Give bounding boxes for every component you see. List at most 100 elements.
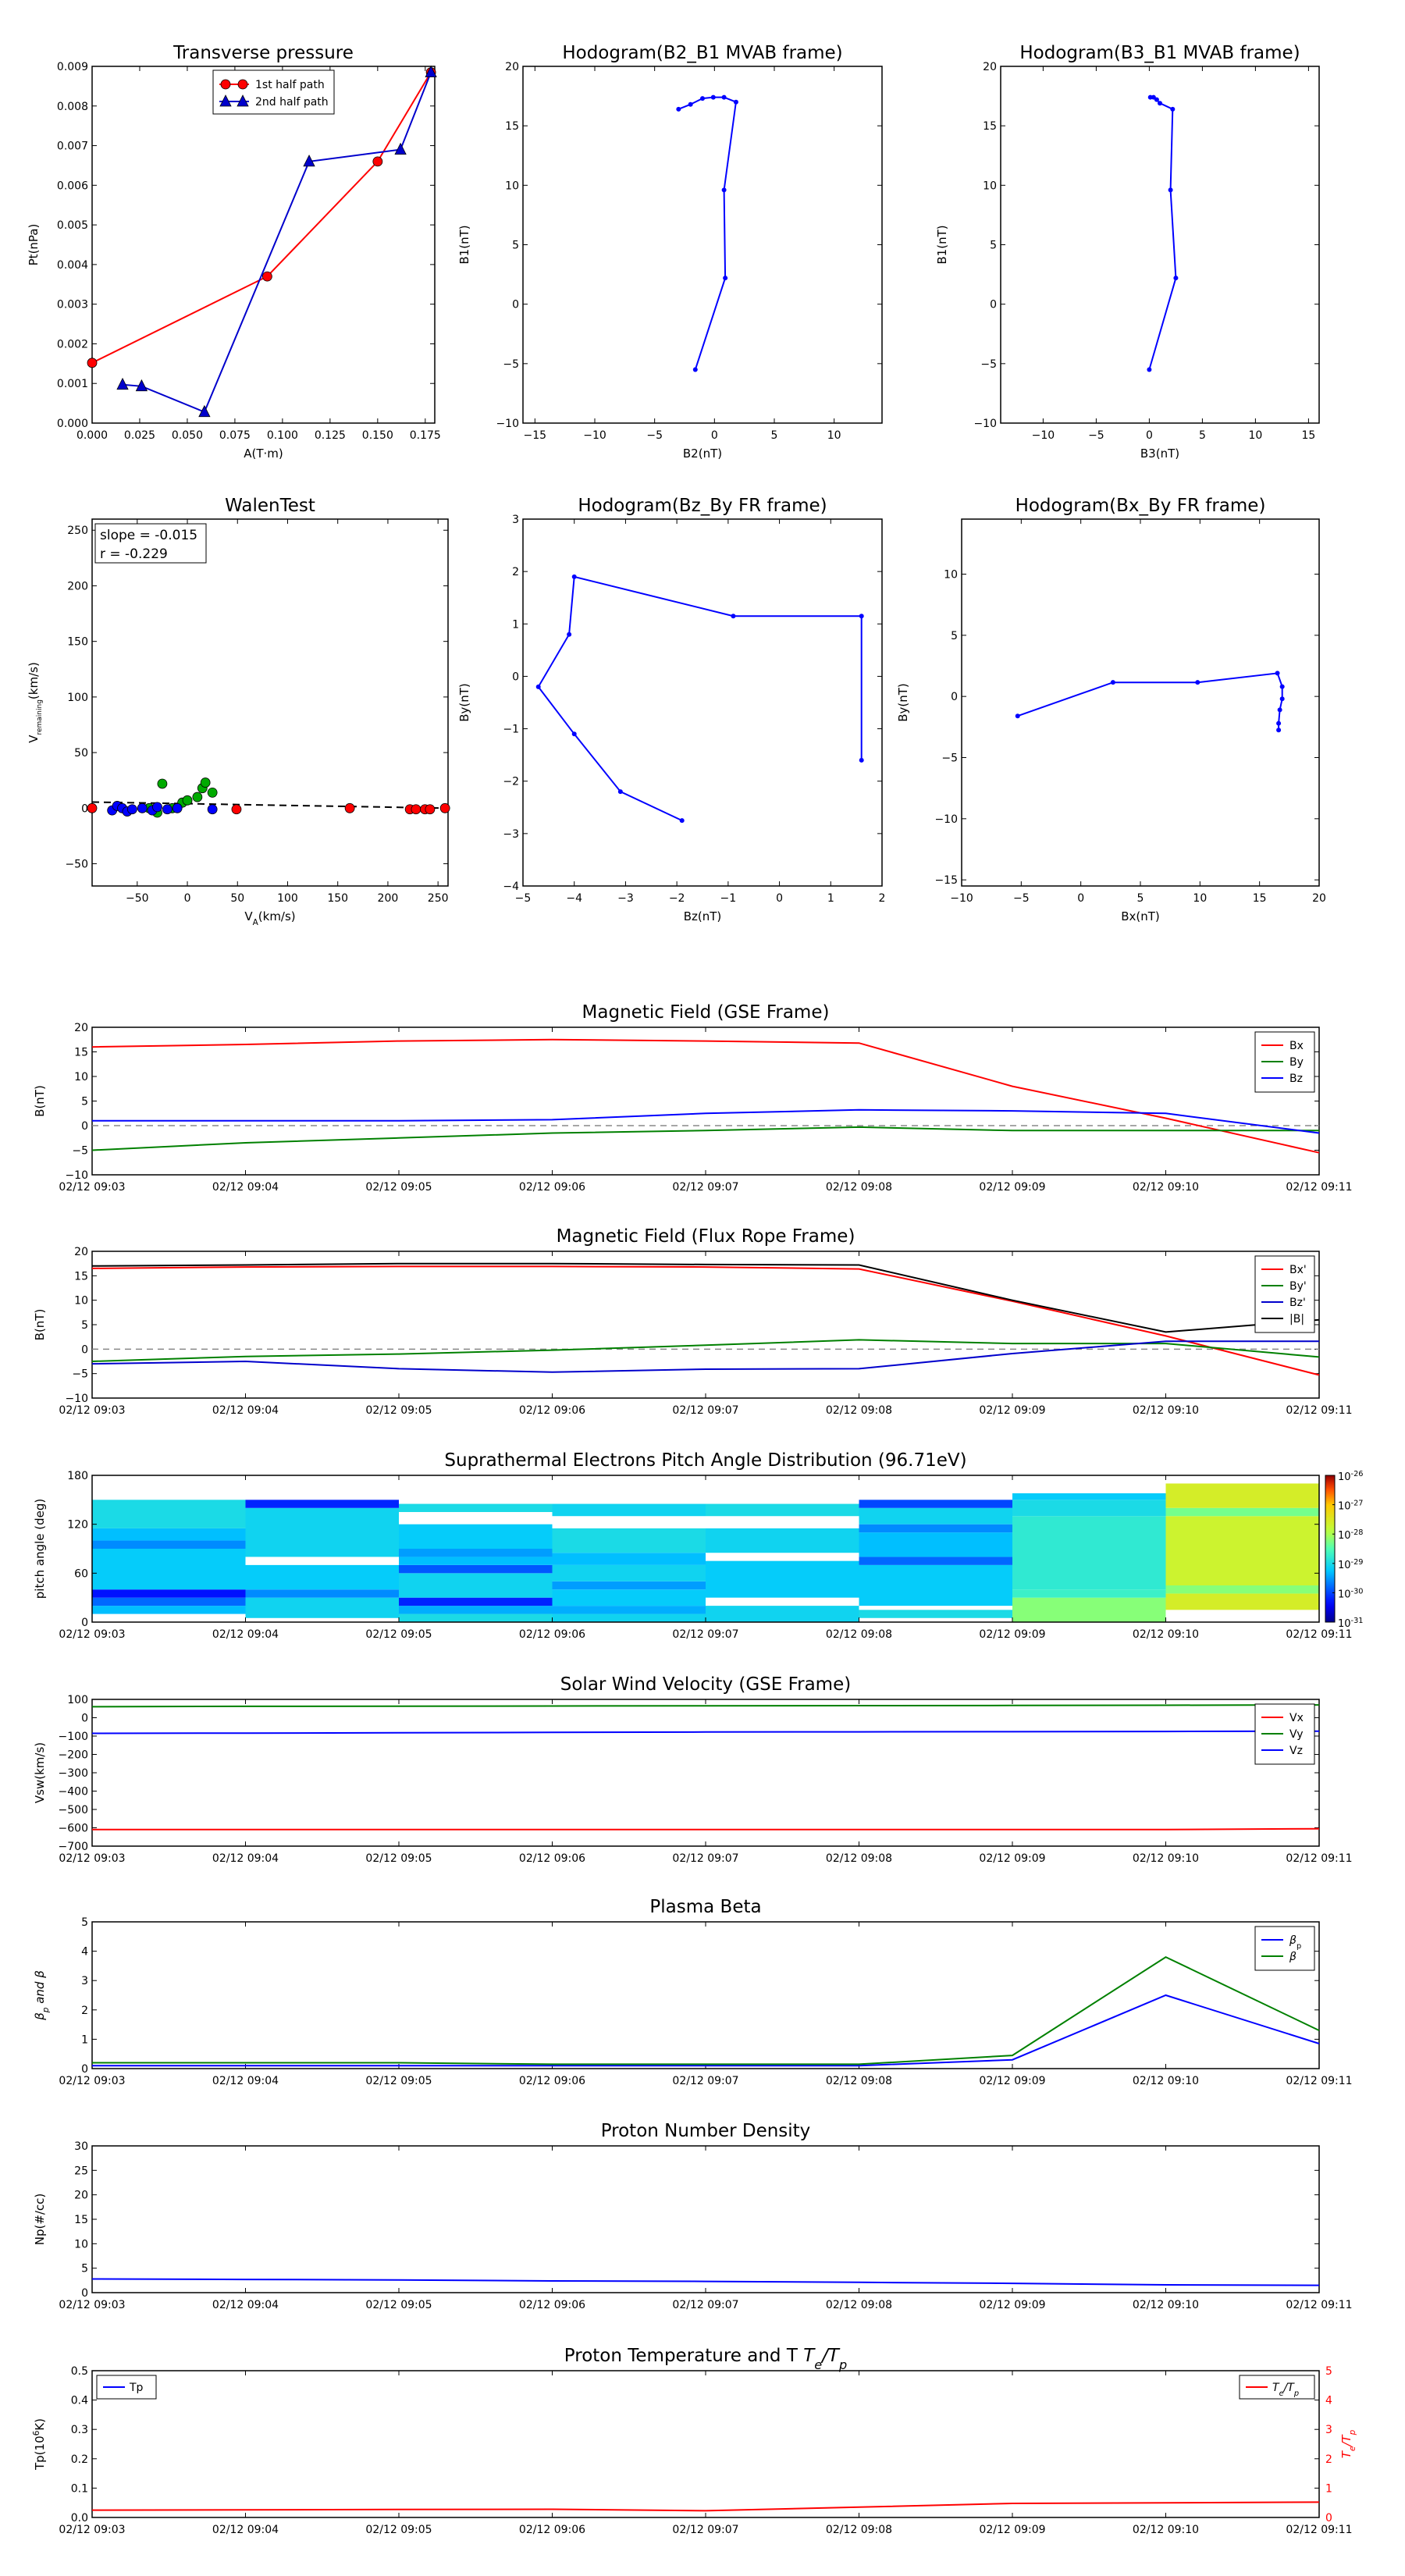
y-tick-label: 2 — [81, 2005, 88, 2017]
y-tick-label: 5 — [81, 1916, 88, 1929]
heatmap-cell — [1012, 1493, 1166, 1500]
data-point — [567, 632, 572, 637]
colorbar-label: 10-27 — [1338, 1499, 1363, 1513]
series-line — [92, 1827, 1320, 1831]
x-tick-label: 02/12 09:06 — [519, 1404, 585, 1417]
x-tick-label: 02/12 09:11 — [1286, 2299, 1352, 2311]
legend-label: Te/Tp — [1272, 2382, 1299, 2398]
legend-label: Bz — [1289, 1073, 1303, 1085]
data-point — [182, 795, 193, 806]
y-axis-label: B(nT) — [33, 1309, 47, 1341]
chart-walen-test: WalenTest −50 0 50 100 150 200 250 −50 0 50 100 150 2… — [27, 496, 450, 927]
legend-label: 1st half path — [255, 79, 325, 91]
data-point — [192, 792, 203, 802]
data-point — [303, 154, 315, 167]
x-tick-label: 1 — [827, 892, 834, 905]
y2-tick-label: 1 — [1325, 2482, 1332, 2495]
y-tick-label: 0.003 — [57, 299, 88, 311]
x-tick-label: 2 — [879, 892, 886, 905]
x-tick-label: 02/12 09:09 — [979, 2075, 1045, 2087]
x-tick-label: −5 — [515, 892, 532, 905]
x-tick-label: 02/12 09:07 — [672, 1181, 738, 1194]
data-point — [1154, 97, 1159, 102]
legend-label: β — [1289, 1951, 1297, 1963]
x-tick-label: 02/12 09:05 — [365, 1404, 432, 1417]
heatmap-cell — [399, 1524, 553, 1549]
panel-10: Plasma Beta 02/12 09:03 02/12 09:04 02/12 0… — [33, 1897, 1353, 2087]
heatmap-cell — [399, 1557, 553, 1565]
x-tick-label: 02/12 09:03 — [59, 2075, 125, 2087]
heatmap-cell — [1165, 1585, 1319, 1594]
colorbar-label: 10-31 — [1338, 1617, 1363, 1631]
x-tick-label: 0.100 — [267, 429, 298, 442]
x-tick-label: 02/12 09:08 — [826, 1628, 892, 1641]
x-tick-label: 5 — [1199, 429, 1206, 442]
data-point — [116, 377, 129, 390]
legend-marker — [237, 94, 249, 107]
chart-4: Hodogram(Bz_By FR frame)−5 −4 −3 −2 −1 0 1 2−4−… — [457, 496, 885, 923]
data-point — [261, 271, 272, 282]
y-axis-label: Vsw(km/s) — [33, 1742, 47, 1803]
x-tick-label: 02/12 09:03 — [59, 2524, 125, 2536]
panel-11: Proton Number Density 02/12 09:03 02/12 09… — [33, 2121, 1353, 2311]
plot-frame — [1000, 66, 1320, 424]
panel-6: Magnetic Field (GSE Frame) 02/12 09:03 02/… — [33, 1002, 1353, 1194]
x-tick-label: 02/12 09:04 — [212, 2299, 279, 2311]
x-tick-label: 02/12 09:08 — [826, 1404, 892, 1417]
data-point — [688, 101, 693, 107]
panel-8: Suprathermal Electrons Pitch Angle Distr… — [33, 1450, 1363, 1641]
data-point — [372, 156, 383, 167]
y-tick-label: 30 — [74, 2140, 88, 2153]
y-tick-label: 5 — [990, 240, 997, 252]
legend-label: Bx' — [1289, 1264, 1307, 1276]
series-line — [91, 2278, 1320, 2286]
y-tick-label: 0.002 — [57, 338, 88, 350]
panel-12: Proton Temperature and T Te/Tp 02/12 09:0… — [32, 2346, 1357, 2536]
data-point — [207, 804, 218, 815]
x-tick-label: 15 — [1301, 429, 1315, 442]
series-line — [91, 2501, 1320, 2512]
annotation-r: r = -0.229 — [100, 546, 168, 562]
heatmap-cell — [552, 1581, 706, 1590]
x-tick-label: 02/12 09:07 — [672, 1628, 738, 1641]
x-tick-label: 150 — [327, 892, 348, 905]
x-tick-label: 02/12 09:03 — [59, 1628, 125, 1641]
x-tick-label: 02/12 09:09 — [979, 2524, 1045, 2536]
x-tick-label: 02/12 09:04 — [212, 1404, 279, 1417]
y-tick-label: 3 — [512, 514, 519, 526]
y-tick-label: −10 — [496, 418, 519, 430]
x-tick-label: 02/12 09:09 — [979, 2299, 1045, 2311]
x-tick-label: 02/12 09:03 — [59, 1181, 125, 1194]
y-tick-label: −600 — [59, 1823, 88, 1835]
heatmap-cell — [1165, 1593, 1319, 1610]
heatmap-cell — [1012, 1597, 1166, 1622]
panel-7: Magnetic Field (Flux Rope Frame) 02/12 09… — [33, 1226, 1353, 1417]
x-tick-label: 15 — [1253, 892, 1267, 905]
y-tick-label: −50 — [65, 859, 88, 871]
heatmap-cell — [552, 1503, 706, 1517]
y-tick-label: −5 — [72, 1145, 88, 1158]
y-tick-label: 20 — [74, 1246, 88, 1258]
data-point — [1195, 680, 1200, 685]
y-tick-label: 10 — [983, 180, 997, 192]
heatmap-cell — [1012, 1500, 1166, 1517]
x-tick-label: 0.075 — [219, 429, 251, 442]
series-line — [91, 1704, 1320, 1708]
heatmap-cell — [92, 1589, 246, 1598]
x-tick-label: 02/12 09:11 — [1286, 1628, 1352, 1641]
chart-title: Proton Temperature and T Te/Tp — [564, 2346, 847, 2372]
x-tick-label: 250 — [428, 892, 449, 905]
legend-marker — [219, 94, 232, 107]
x-tick-label: 02/12 09:05 — [365, 1628, 432, 1641]
data-point — [231, 804, 242, 815]
plot-frame — [91, 1699, 1320, 1847]
x-tick-label: 02/12 09:07 — [672, 2299, 738, 2311]
y-tick-label: −15 — [934, 874, 958, 887]
y-tick-label: 10 — [505, 180, 519, 192]
heatmap-cell — [399, 1564, 553, 1574]
heatmap-cell — [1012, 1516, 1166, 1590]
y-tick-label: 5 — [951, 630, 958, 642]
y-tick-label: −400 — [59, 1786, 88, 1799]
y-axis-label: Tp(106K) — [32, 2418, 47, 2471]
